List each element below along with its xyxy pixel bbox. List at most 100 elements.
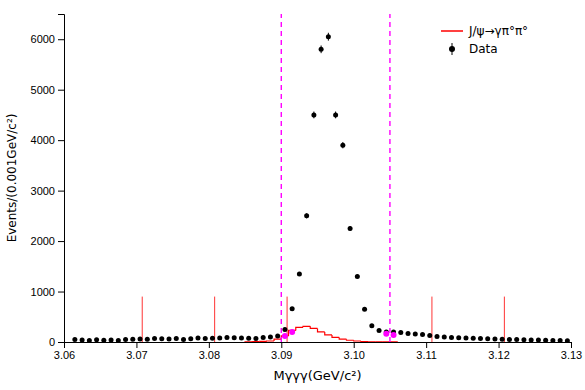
data-point [246,336,251,341]
data-point [558,338,563,342]
data-point [449,335,454,340]
data-point [500,337,505,342]
series-scatter [72,33,570,342]
data-point [492,336,497,341]
x-tick-mark [571,342,572,348]
marks [72,14,570,342]
histogram-bin [296,327,303,330]
data-point [565,338,570,342]
x-tick: 3.12 [488,342,509,361]
y-tick-mark [58,39,64,40]
y-tick-label: 4000 [31,134,55,146]
data-point [319,47,324,52]
data-point [145,337,150,342]
data-point [290,306,295,311]
legend-item: Data [449,42,498,56]
x-axis-line [65,343,572,349]
legend-label: J/ψ→γπ°π° [468,24,528,38]
x-tick-mark [281,342,282,348]
data-point [116,338,121,342]
data-point [188,336,193,341]
data-point [406,331,411,336]
data-point [159,336,164,341]
data-point [181,337,186,342]
x-tick-label: 3.12 [488,349,509,361]
data-point [239,335,244,340]
histogram-bin [354,340,361,342]
data-point [297,271,302,276]
plot-area: 3.063.073.083.093.103.113.123.1301000200… [5,14,582,383]
data-point [456,335,461,340]
data-point [101,338,106,342]
data-point [398,330,403,335]
data-point [289,329,295,335]
x-tick: 3.09 [271,342,292,361]
legend-swatch [449,46,455,52]
data-point [232,335,237,340]
data-point [413,331,418,336]
data-point [377,328,382,333]
data-point [485,336,490,341]
data-point [130,337,135,342]
x-tick-mark [209,342,210,348]
data-point [362,307,367,312]
y-axis-title: Events/(0.001GeV/c²) [5,114,19,243]
x-tick-label: 3.13 [561,349,582,361]
data-point [174,336,179,341]
data-point [80,337,85,342]
data-point [311,112,316,117]
legend-item: J/ψ→γπ°π° [441,24,528,38]
data-point [348,226,353,231]
y-tick-mark [58,241,64,242]
x-tick-mark [499,342,500,348]
x-tick-label: 3.11 [416,349,437,361]
data-point [369,323,374,328]
y-tick-mark [58,191,64,192]
y-tick: 6000 [31,33,64,45]
data-point [435,334,440,339]
y-tick: 4000 [31,134,64,146]
data-point [529,337,534,342]
chart: 3.063.073.083.093.103.113.123.1301000200… [0,0,585,390]
data-point [355,274,360,279]
histogram-bin [260,341,267,342]
data-point [94,337,99,342]
histogram-bin [325,332,332,335]
histogram-bin [318,328,325,332]
y-tick-mark [58,90,64,91]
y-tick: 0 [49,336,64,348]
histogram-bin [390,341,397,342]
data-point [203,336,208,341]
data-point [420,332,425,337]
data-point [224,335,229,340]
x-tick: 3.13 [561,342,582,361]
y-tick: 3000 [31,185,64,197]
data-point [268,334,273,339]
data-point [275,333,280,338]
histogram-bin [252,341,259,342]
data-point [72,337,77,342]
data-point [391,332,397,338]
x-tick-label: 3.08 [199,349,220,361]
data-point [514,337,519,342]
histogram-bin [346,339,353,340]
y-tick-label: 1000 [31,286,55,298]
data-point [326,34,331,39]
data-point [304,213,309,218]
histogram-bin [368,341,375,342]
y-tick-label: 2000 [31,235,55,247]
data-point [152,336,157,341]
data-point [463,335,468,340]
data-point [261,335,266,340]
data-point [217,335,222,340]
data-point [507,337,512,342]
y-tick: 2000 [31,235,64,247]
x-tick-label: 3.10 [344,349,365,361]
histogram-bin [267,340,274,342]
legend: J/ψ→γπ°π° Data [441,24,528,56]
data-point [333,112,338,117]
series-spike [142,297,504,342]
data-point [550,338,555,342]
x-tick: 3.07 [126,342,147,361]
vertical-line [389,14,390,342]
